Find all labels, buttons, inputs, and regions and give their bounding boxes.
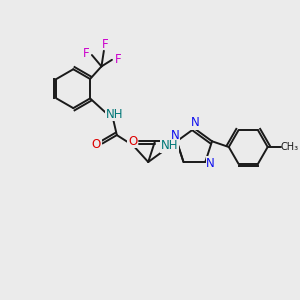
- Text: NH: NH: [106, 108, 124, 121]
- Text: NH: NH: [160, 139, 178, 152]
- Text: CH₃: CH₃: [280, 142, 298, 152]
- Text: N: N: [171, 129, 180, 142]
- Text: O: O: [92, 139, 101, 152]
- Text: F: F: [101, 38, 108, 51]
- Text: F: F: [82, 47, 89, 60]
- Text: N: N: [206, 157, 215, 170]
- Text: O: O: [128, 135, 137, 148]
- Text: N: N: [190, 116, 200, 129]
- Text: F: F: [115, 53, 122, 66]
